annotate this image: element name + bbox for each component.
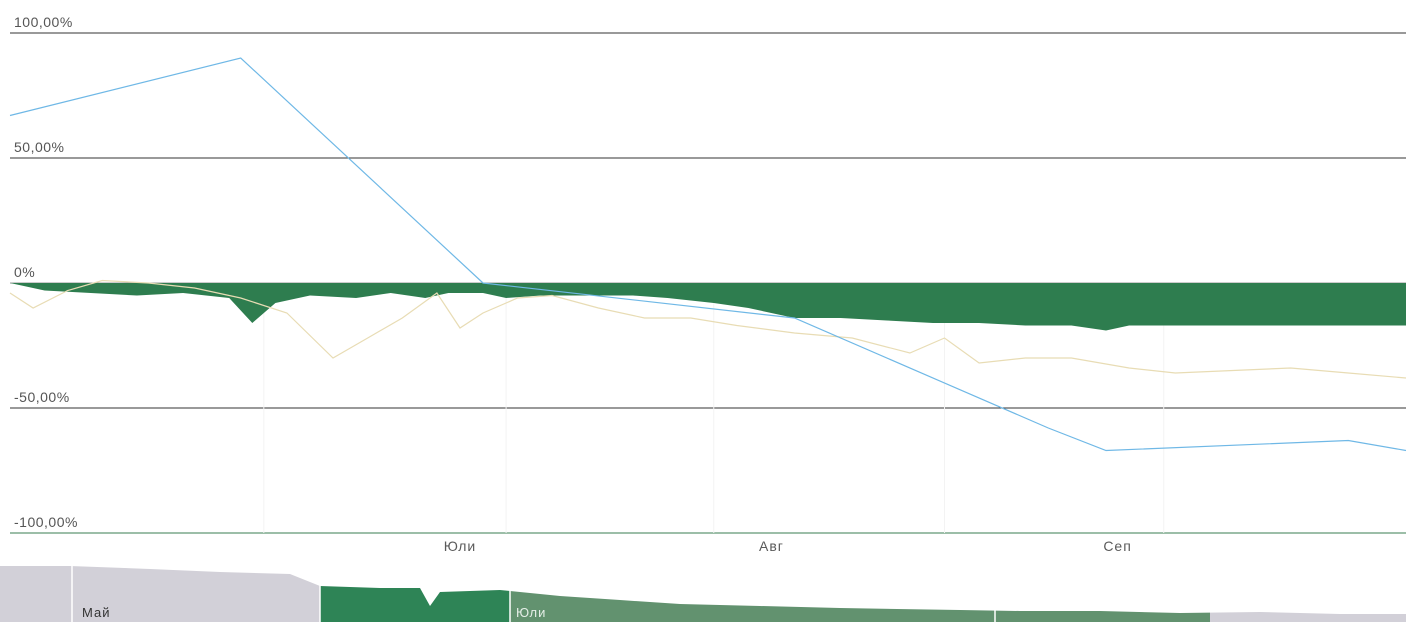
range-navigator[interactable]: Май Юли	[0, 560, 1406, 622]
x-tick-label: Сеп	[1103, 538, 1131, 554]
navigator-segment	[0, 566, 320, 622]
series-area-0	[10, 283, 1406, 331]
y-axis-labels: 100,00% 50,00% 0% -50,00% -100,00%	[14, 14, 78, 530]
navigator-segment	[1210, 612, 1406, 622]
series-line-1	[9, 279, 1406, 379]
y-tick-label: 100,00%	[14, 14, 73, 30]
y-tick-label: 0%	[14, 264, 35, 280]
x-axis-labels: Юли Авг Сеп	[444, 538, 1131, 554]
y-tick-label: 50,00%	[14, 139, 64, 155]
navigator-label: Юли	[516, 605, 546, 620]
navigator-segment	[320, 586, 510, 622]
series-line-2	[9, 57, 1406, 452]
y-tick-label: -100,00%	[14, 514, 78, 530]
navigator-label: Май	[82, 605, 110, 620]
navigator-segment	[510, 591, 1210, 622]
series-layer	[9, 57, 1406, 452]
y-tick-label: -50,00%	[14, 389, 70, 405]
x-tick-label: Авг	[759, 538, 784, 554]
x-tick-label: Юли	[444, 538, 477, 554]
